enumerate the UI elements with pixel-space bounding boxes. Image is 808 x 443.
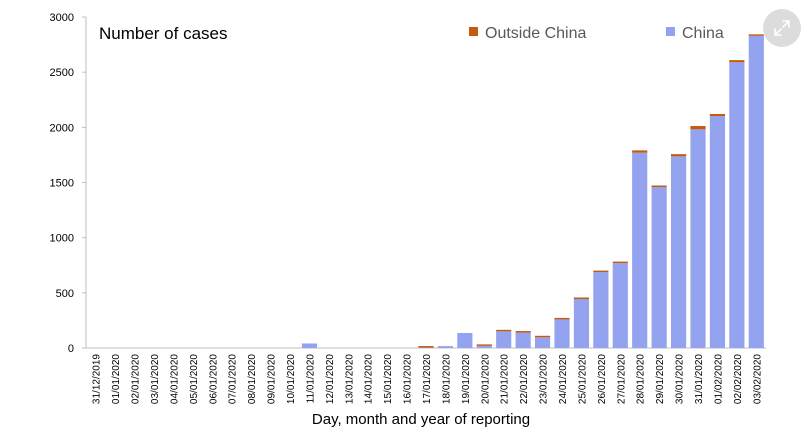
x-tick-label: 06/01/2020 (208, 354, 219, 404)
x-tick-label: 23/01/2020 (539, 354, 550, 404)
y-tick-label: 1000 (50, 233, 74, 245)
bar-china-31 (690, 129, 706, 348)
x-tick-label: 25/01/2020 (577, 354, 588, 404)
bar-china-34 (748, 35, 764, 348)
x-tick-label: 15/01/2020 (383, 354, 394, 404)
bar-outside-china-28 (632, 150, 648, 153)
bar-outside-china-24 (554, 317, 570, 320)
legend-label-china: China (682, 25, 724, 42)
bar-outside-china-17 (418, 346, 434, 348)
x-tick-label: 19/01/2020 (461, 354, 472, 404)
x-tick-label: 05/01/2020 (189, 354, 200, 404)
x-tick-label: 02/02/2020 (733, 354, 744, 404)
x-tick-label: 03/01/2020 (150, 354, 161, 404)
x-tick-label: 18/01/2020 (441, 354, 452, 404)
x-tick-label: 09/01/2020 (267, 354, 278, 404)
bar-china-29 (651, 187, 667, 348)
x-tick-label: 31/01/2020 (694, 354, 705, 404)
bar-outside-china-29 (651, 185, 667, 188)
x-tick-label: 11/01/2020 (305, 354, 316, 404)
bar-outside-china-21 (496, 329, 512, 332)
x-tick-label: 21/01/2020 (500, 354, 511, 404)
y-axis-ticks: 0 500 1000 1500 2000 2500 3000 (50, 12, 86, 355)
y-tick-label: 3000 (50, 12, 74, 24)
expand-button[interactable] (763, 9, 801, 47)
bar-china-27 (612, 263, 628, 348)
x-tick-label: 20/01/2020 (480, 354, 491, 404)
chart-title: Number of cases (99, 24, 228, 43)
x-tick-label: 26/01/2020 (597, 354, 608, 404)
y-tick-label: 0 (68, 343, 74, 355)
x-tick-label: 31/12/2019 (92, 354, 103, 404)
x-axis-title: Day, month and year of reporting (312, 411, 530, 428)
x-tick-label: 01/01/2020 (111, 354, 122, 404)
bar-china-18 (437, 346, 454, 348)
x-tick-label: 07/01/2020 (228, 354, 239, 404)
bar-china-32 (709, 116, 726, 348)
x-axis-ticks: 31/12/2019 01/01/2020 02/01/2020 03/01/2020… (92, 354, 764, 404)
bar-outside-china-23 (534, 335, 551, 338)
x-tick-label: 02/01/2020 (131, 354, 142, 404)
x-tick-label: 01/02/2020 (713, 354, 724, 404)
x-tick-label: 04/01/2020 (169, 354, 180, 404)
x-tick-label: 28/01/2020 (636, 354, 647, 404)
bar-china-11 (301, 343, 318, 348)
bar-outside-china-31 (690, 126, 706, 130)
bar-china-28 (632, 152, 648, 348)
x-tick-label: 16/01/2020 (403, 354, 414, 404)
bar-china-26 (593, 272, 609, 348)
bar-outside-china-32 (709, 113, 726, 117)
legend-swatch-outside-china (469, 27, 478, 36)
y-tick-label: 1500 (50, 178, 74, 190)
y-tick-label: 2000 (50, 122, 74, 134)
bar-outside-china-20 (476, 344, 492, 346)
bar-china-22 (515, 332, 531, 348)
bar-china-24 (554, 319, 570, 348)
bar-china-20 (476, 345, 492, 348)
bar-china-25 (573, 299, 590, 348)
x-tick-label: 24/01/2020 (558, 354, 569, 404)
x-tick-label: 03/02/2020 (752, 354, 763, 404)
bars (301, 34, 764, 349)
bar-outside-china-34 (748, 34, 764, 36)
legend: Outside China China (469, 25, 724, 42)
x-tick-label: 22/01/2020 (519, 354, 530, 404)
x-tick-label: 29/01/2020 (655, 354, 666, 404)
x-tick-label: 08/01/2020 (247, 354, 258, 404)
bar-china-30 (670, 156, 687, 348)
y-tick-label: 500 (56, 288, 74, 300)
bar-outside-china-27 (612, 261, 628, 264)
x-tick-label: 13/01/2020 (344, 354, 355, 404)
legend-swatch-china (666, 27, 675, 36)
bar-china-19 (457, 332, 473, 348)
bar-outside-china-33 (729, 60, 745, 63)
x-tick-label: 27/01/2020 (616, 354, 627, 404)
bar-outside-china-30 (670, 154, 687, 157)
x-tick-label: 30/01/2020 (675, 354, 686, 404)
legend-label-outside-china: Outside China (485, 25, 586, 42)
bar-outside-china-26 (593, 270, 609, 273)
x-tick-label: 12/01/2020 (325, 354, 336, 404)
bar-outside-china-25 (573, 297, 590, 300)
y-tick-label: 2500 (50, 67, 74, 79)
bar-china-21 (496, 331, 512, 348)
bar-outside-china-22 (515, 331, 531, 333)
bar-china-23 (534, 337, 551, 348)
expand-icon (774, 20, 790, 36)
x-tick-label: 17/01/2020 (422, 354, 433, 404)
x-tick-label: 10/01/2020 (286, 354, 297, 404)
x-tick-label: 14/01/2020 (364, 354, 375, 404)
bar-china-33 (729, 62, 745, 349)
